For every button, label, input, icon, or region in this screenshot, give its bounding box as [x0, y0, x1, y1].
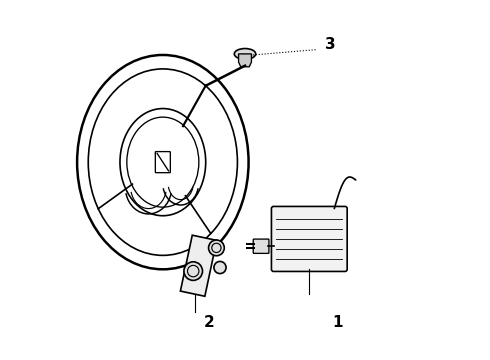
Ellipse shape — [234, 49, 256, 59]
Polygon shape — [239, 54, 251, 67]
Polygon shape — [180, 235, 217, 296]
Circle shape — [184, 262, 202, 280]
FancyBboxPatch shape — [253, 239, 269, 253]
Circle shape — [209, 240, 224, 256]
Text: 3: 3 — [325, 37, 336, 52]
Text: 1: 1 — [333, 315, 343, 330]
Circle shape — [214, 261, 226, 274]
Text: 2: 2 — [204, 315, 215, 330]
FancyBboxPatch shape — [271, 206, 347, 271]
